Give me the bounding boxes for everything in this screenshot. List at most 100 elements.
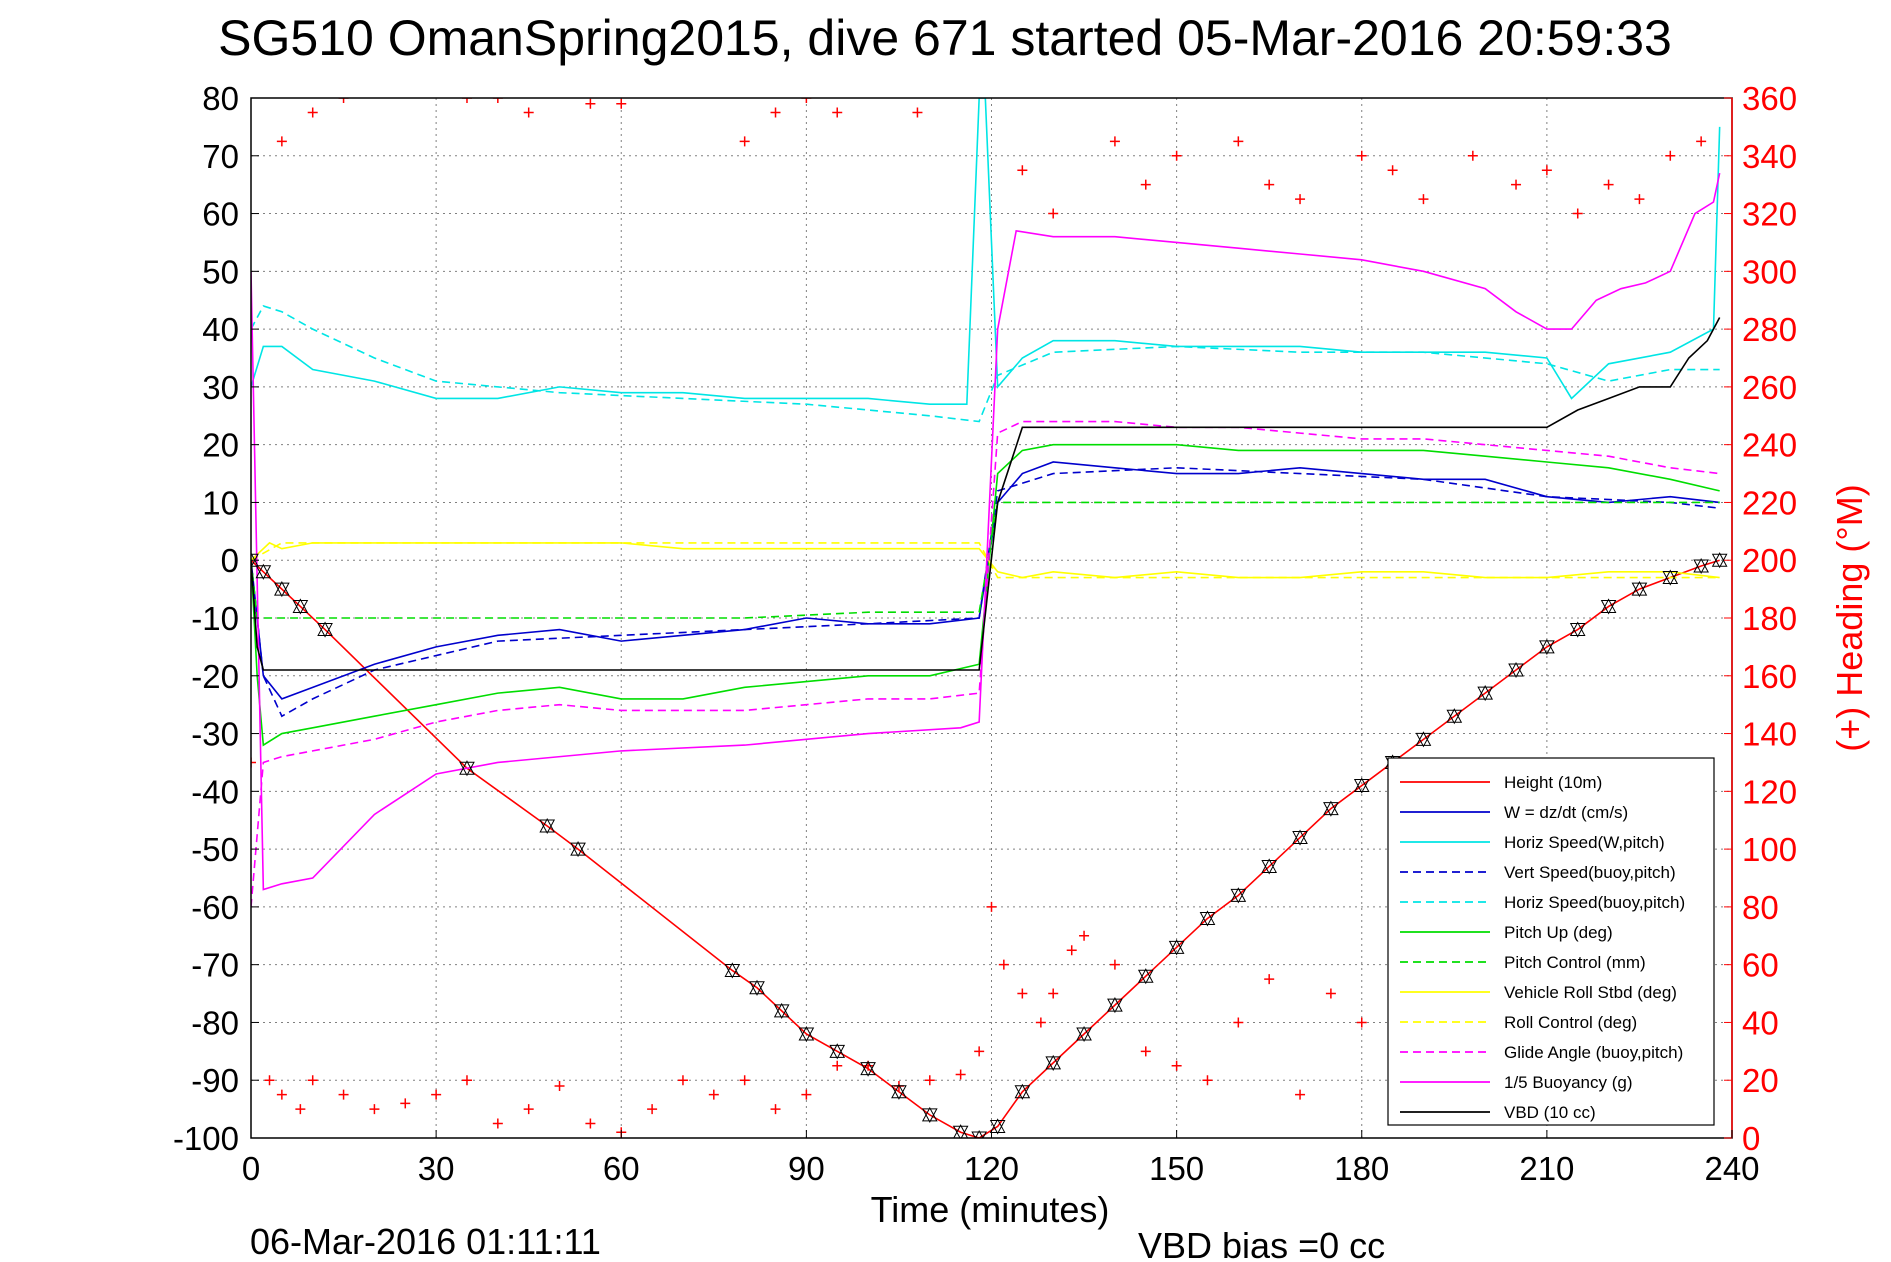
heading-point [801, 1089, 812, 1100]
y2-tick-label: 80 [1742, 889, 1779, 926]
y-tick-label: -10 [191, 600, 239, 637]
heading-point [1109, 136, 1120, 147]
height-point [459, 760, 475, 777]
heading-point [1418, 194, 1429, 205]
height-point [1107, 997, 1123, 1014]
height-point [255, 563, 272, 580]
heading-point [1079, 930, 1090, 941]
height-point [1353, 777, 1370, 794]
heading-point [1109, 959, 1120, 970]
height-point [1631, 581, 1648, 598]
y-tick-label: 10 [202, 484, 239, 521]
x-tick-label: 60 [603, 1150, 640, 1187]
x-tick-label: 240 [1704, 1150, 1759, 1187]
height-point [773, 1002, 790, 1019]
legend-entry-label: 1/5 Buoyancy (g) [1504, 1073, 1633, 1092]
heading-point [739, 136, 750, 147]
y-tick-label: -100 [173, 1120, 239, 1157]
y-axis-right: 3603403203002802602402202001801601401201… [1724, 80, 1797, 1157]
heading-point [1603, 179, 1614, 190]
y2-tick-label: 180 [1742, 600, 1797, 637]
heading-point [1171, 1060, 1182, 1071]
y-tick-label: 60 [202, 196, 239, 233]
y-tick-label: -20 [191, 658, 239, 695]
series-8-line [251, 542, 1720, 579]
heading-point [974, 1046, 985, 1057]
height-point [274, 581, 290, 598]
heading-point [585, 1118, 596, 1129]
height-point [1711, 552, 1728, 569]
height-point [570, 841, 586, 858]
legend-entry-label: Roll Control (deg) [1504, 1013, 1637, 1032]
legend-entry-label: Pitch Up (deg) [1504, 923, 1613, 942]
y2-tick-label: 320 [1742, 196, 1797, 233]
heading-point [461, 1075, 472, 1086]
heading-point [1634, 194, 1645, 205]
y-tick-label: -30 [191, 716, 239, 753]
x-tick-label: 120 [964, 1150, 1019, 1187]
heading-point [708, 1089, 719, 1100]
y-tick-label: 50 [202, 253, 239, 290]
x-tick-label: 30 [418, 1150, 455, 1187]
height-point [1076, 1025, 1092, 1043]
heading-point [1017, 165, 1028, 176]
y-tick-label: -60 [191, 889, 239, 926]
y2-tick-label: 240 [1742, 427, 1797, 464]
vbd-bias: VBD bias =0 cc [1138, 1225, 1385, 1262]
height-point [921, 1106, 938, 1123]
legend-entry-label: Vehicle Roll Stbd (deg) [1504, 983, 1677, 1002]
heading-point [770, 107, 781, 118]
heading-point [492, 98, 503, 103]
heading-point [523, 1104, 534, 1115]
y-tick-label: -70 [191, 947, 239, 984]
y2-tick-label: 0 [1742, 1120, 1760, 1157]
series-13-heading-markers [276, 98, 1707, 219]
y-axis-left: 80 70 60 50 40 30 20 10 0 -10 -20 -30 -40 -50 -60 -70 -8… [173, 80, 259, 1157]
heading-point [461, 98, 472, 103]
legend-entry-label: W = dz/dt (cm/s) [1504, 803, 1628, 822]
heading-point [1467, 150, 1478, 161]
heading-point [1233, 136, 1244, 147]
heading-point [801, 98, 812, 103]
y-tick-label: 70 [202, 138, 239, 175]
height-point [1292, 829, 1308, 846]
heading-point [1048, 988, 1059, 999]
y-tick-label: -50 [191, 831, 239, 868]
y2-tick-label: 200 [1742, 542, 1797, 579]
height-point [1539, 638, 1555, 655]
heading-point [1696, 136, 1707, 147]
height-point [1230, 887, 1247, 904]
y2-tick-label: 300 [1742, 253, 1797, 290]
heading-point [1665, 150, 1676, 161]
height-point [1199, 910, 1216, 927]
heading-point [1202, 1075, 1213, 1086]
heading-point [338, 98, 349, 103]
height-point [724, 962, 741, 979]
y2-tick-label: 120 [1742, 773, 1797, 810]
heading-point [1325, 988, 1336, 999]
height-point [989, 1118, 1006, 1135]
series-9-line [251, 420, 1720, 907]
heading-point [1035, 1017, 1046, 1028]
y-tick-label: 30 [202, 369, 239, 406]
height-point [539, 817, 556, 835]
height-point [1415, 731, 1432, 748]
series-2-line [251, 98, 1721, 406]
heading-point [1572, 208, 1583, 219]
legend-entry-label: VBD (10 cc) [1504, 1103, 1596, 1122]
heading-point [1048, 208, 1059, 219]
heading-point [912, 107, 923, 118]
y2-tick-label: 40 [1742, 1004, 1779, 1041]
heading-point [1017, 988, 1028, 999]
heading-point [1356, 1017, 1367, 1028]
y2-tick-label: 100 [1742, 831, 1797, 868]
heading-point [1295, 1089, 1306, 1100]
heading-point [276, 1089, 287, 1100]
height-point [749, 979, 765, 996]
heading-point [523, 107, 534, 118]
height-point [292, 598, 309, 615]
heading-point [1295, 194, 1306, 205]
height-point [891, 1083, 907, 1100]
legend: Height (10m) W = dz/dt (cm/s) Horiz Speed(… [1387, 757, 1715, 1126]
